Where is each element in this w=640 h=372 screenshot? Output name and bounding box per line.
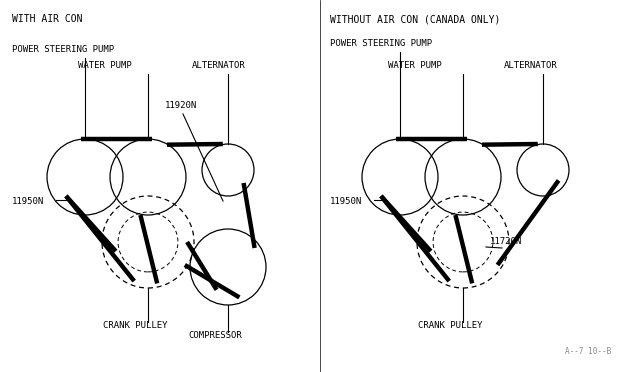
Text: CRANK PULLEY: CRANK PULLEY [103,321,168,330]
Text: WITHOUT AIR CON (CANADA ONLY): WITHOUT AIR CON (CANADA ONLY) [330,14,500,24]
Text: 11950N: 11950N [12,197,44,206]
Text: CRANK PULLEY: CRANK PULLEY [418,321,483,330]
Text: WATER PUMP: WATER PUMP [78,61,132,70]
Text: 11720N: 11720N [490,237,522,246]
Text: ALTERNATOR: ALTERNATOR [504,61,557,70]
Text: 11920N: 11920N [165,101,197,110]
Text: 11950N: 11950N [330,197,362,206]
Text: A--7 10--B: A--7 10--B [565,347,611,356]
Text: WITH AIR CON: WITH AIR CON [12,14,83,24]
Text: COMPRESSOR: COMPRESSOR [188,331,242,340]
Text: WATER PUMP: WATER PUMP [388,61,442,70]
Text: POWER STEERING PUMP: POWER STEERING PUMP [330,39,432,48]
Text: ALTERNATOR: ALTERNATOR [192,61,246,70]
Text: POWER STEERING PUMP: POWER STEERING PUMP [12,45,114,54]
